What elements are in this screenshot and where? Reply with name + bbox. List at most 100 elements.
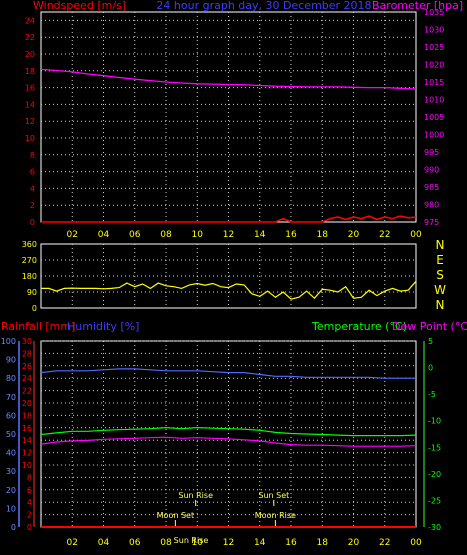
barometer-tick-label: 995 — [424, 148, 439, 157]
humidity-tick-label: 80 — [6, 374, 16, 383]
p3-x-tick-label: 08 — [160, 538, 172, 548]
windspeed-tick-label: 22 — [25, 33, 35, 42]
windspeed-axis-title: Windspeed [m/s] — [33, 0, 126, 12]
p1-x-tick-label: 20 — [348, 230, 360, 240]
p3-x-tick-label: 04 — [98, 538, 110, 548]
humidity-line — [40, 368, 416, 379]
p3-x-tick-label: 20 — [348, 538, 360, 548]
temperature-line — [40, 426, 417, 437]
dewpoint-axis-title: Dew Point (°C) — [392, 320, 467, 333]
sun-moon-label: Sun Rise — [174, 536, 209, 545]
chart-title: 24 hour graph day, 30 December 2018 — [156, 0, 371, 12]
humidity-tick-label: 30 — [6, 467, 16, 476]
rain-tick-label: 22 — [22, 387, 32, 396]
windspeed-tick-label: 0 — [30, 218, 35, 227]
p3-x-tick-label: 22 — [379, 538, 390, 548]
wind-direction-line — [41, 280, 417, 300]
p1-x-tick-label: 08 — [160, 230, 172, 240]
p1-x-tick-label: 04 — [98, 230, 110, 240]
temp-tick-label: 5 — [428, 337, 433, 346]
compass-label: N — [436, 298, 445, 312]
direction-tick-label: 360 — [22, 240, 37, 249]
temp-tick-label: -15 — [428, 443, 441, 452]
sun-moon-label: Sun Rise — [178, 491, 213, 500]
rain-tick-label: 8 — [27, 473, 32, 482]
barometer-tick-label: 1035 — [424, 8, 444, 17]
direction-tick-label: 180 — [22, 272, 37, 281]
windspeed-tick-label: 14 — [25, 100, 35, 109]
p3-x-tick-label: 12 — [223, 538, 234, 548]
barometer-tick-label: 980 — [424, 201, 439, 210]
rain-tick-label: 16 — [22, 424, 32, 433]
sun-moon-label: Moon Rise — [255, 511, 296, 520]
windspeed-tick-label: 6 — [30, 168, 35, 177]
temp-tick-label: -5 — [428, 390, 436, 399]
barometer-tick-label: 975 — [424, 218, 439, 227]
wind-baro-plot: 0246810121416182022249759809859909951000… — [25, 8, 445, 240]
dewpoint-line — [40, 436, 417, 447]
humidity-tick-label: 70 — [6, 393, 16, 402]
p1-x-tick-label: 10 — [192, 230, 204, 240]
rain-tick-label: 4 — [27, 498, 32, 507]
rain-tick-label: 18 — [22, 411, 32, 420]
rain-tick-label: 2 — [27, 511, 32, 520]
rain-tick-label: 14 — [22, 436, 32, 445]
p3-x-tick-label: 16 — [285, 538, 297, 548]
windspeed-tick-label: 20 — [25, 50, 35, 59]
p1-x-tick-label: 16 — [285, 230, 297, 240]
sun-moon-label: Sun Set — [258, 491, 289, 500]
p1-x-tick-label: 14 — [254, 230, 266, 240]
panel-rain-humidity-temp: Rainfall [mm] Humidity [%] Temperature (… — [1, 320, 467, 548]
humidity-tick-label: 0 — [11, 523, 16, 532]
p3-x-tick-label: 14 — [254, 538, 266, 548]
p1-x-tick-label: 12 — [223, 230, 234, 240]
compass-label: E — [436, 253, 444, 267]
windspeed-tick-label: 8 — [30, 151, 35, 160]
barometer-tick-label: 1000 — [424, 131, 444, 140]
windspeed-line — [41, 215, 417, 223]
direction-tick-label: 0 — [32, 304, 37, 313]
rainfall-axis-title: Rainfall [mm] — [1, 320, 75, 333]
windspeed-tick-label: 10 — [25, 134, 35, 143]
temp-tick-label: -30 — [428, 523, 441, 532]
rain-tick-label: 12 — [22, 449, 32, 458]
windspeed-tick-label: 24 — [25, 16, 35, 25]
barometer-tick-label: 990 — [424, 166, 439, 175]
barometer-tick-label: 1025 — [424, 43, 444, 52]
temp-tick-label: -10 — [428, 417, 441, 426]
windspeed-tick-label: 4 — [30, 184, 35, 193]
humidity-axis-title: Humidity [%] — [67, 320, 139, 333]
humidity-tick-label: 40 — [6, 449, 16, 458]
windspeed-tick-label: 12 — [25, 117, 35, 126]
p1-x-tick-label: 06 — [129, 230, 141, 240]
rain-tick-label: 28 — [22, 349, 32, 358]
barometer-tick-label: 1020 — [424, 61, 444, 70]
rain-humidity-temp-plot: 0102030405060708090100024681012141618202… — [1, 337, 441, 548]
windspeed-tick-label: 18 — [25, 67, 35, 76]
p3-x-tick-label: 18 — [317, 538, 329, 548]
temp-tick-label: -20 — [428, 470, 441, 479]
p3-x-tick-label: 02 — [67, 538, 78, 548]
p3-x-tick-label: 10 — [192, 538, 204, 548]
rain-tick-label: 24 — [22, 374, 32, 383]
rain-tick-label: 30 — [22, 337, 32, 346]
humidity-tick-label: 10 — [6, 504, 16, 513]
rain-tick-label: 0 — [27, 523, 32, 532]
barometer-tick-label: 1005 — [424, 113, 444, 122]
humidity-tick-label: 50 — [6, 430, 16, 439]
compass-label: S — [436, 268, 444, 282]
p1-x-tick-label: 18 — [317, 230, 329, 240]
rain-tick-label: 6 — [27, 486, 32, 495]
sun-moon-label: Moon Set — [157, 511, 194, 520]
humidity-tick-label: 60 — [6, 411, 16, 420]
rain-tick-label: 20 — [22, 399, 32, 408]
rain-tick-label: 26 — [22, 362, 32, 371]
barometer-tick-label: 985 — [424, 183, 439, 192]
panel-wind-baro: Windspeed [m/s] 24 hour graph day, 30 De… — [25, 0, 463, 240]
p1-x-tick-label: 00 — [410, 230, 422, 240]
humidity-tick-label: 100 — [1, 337, 16, 346]
